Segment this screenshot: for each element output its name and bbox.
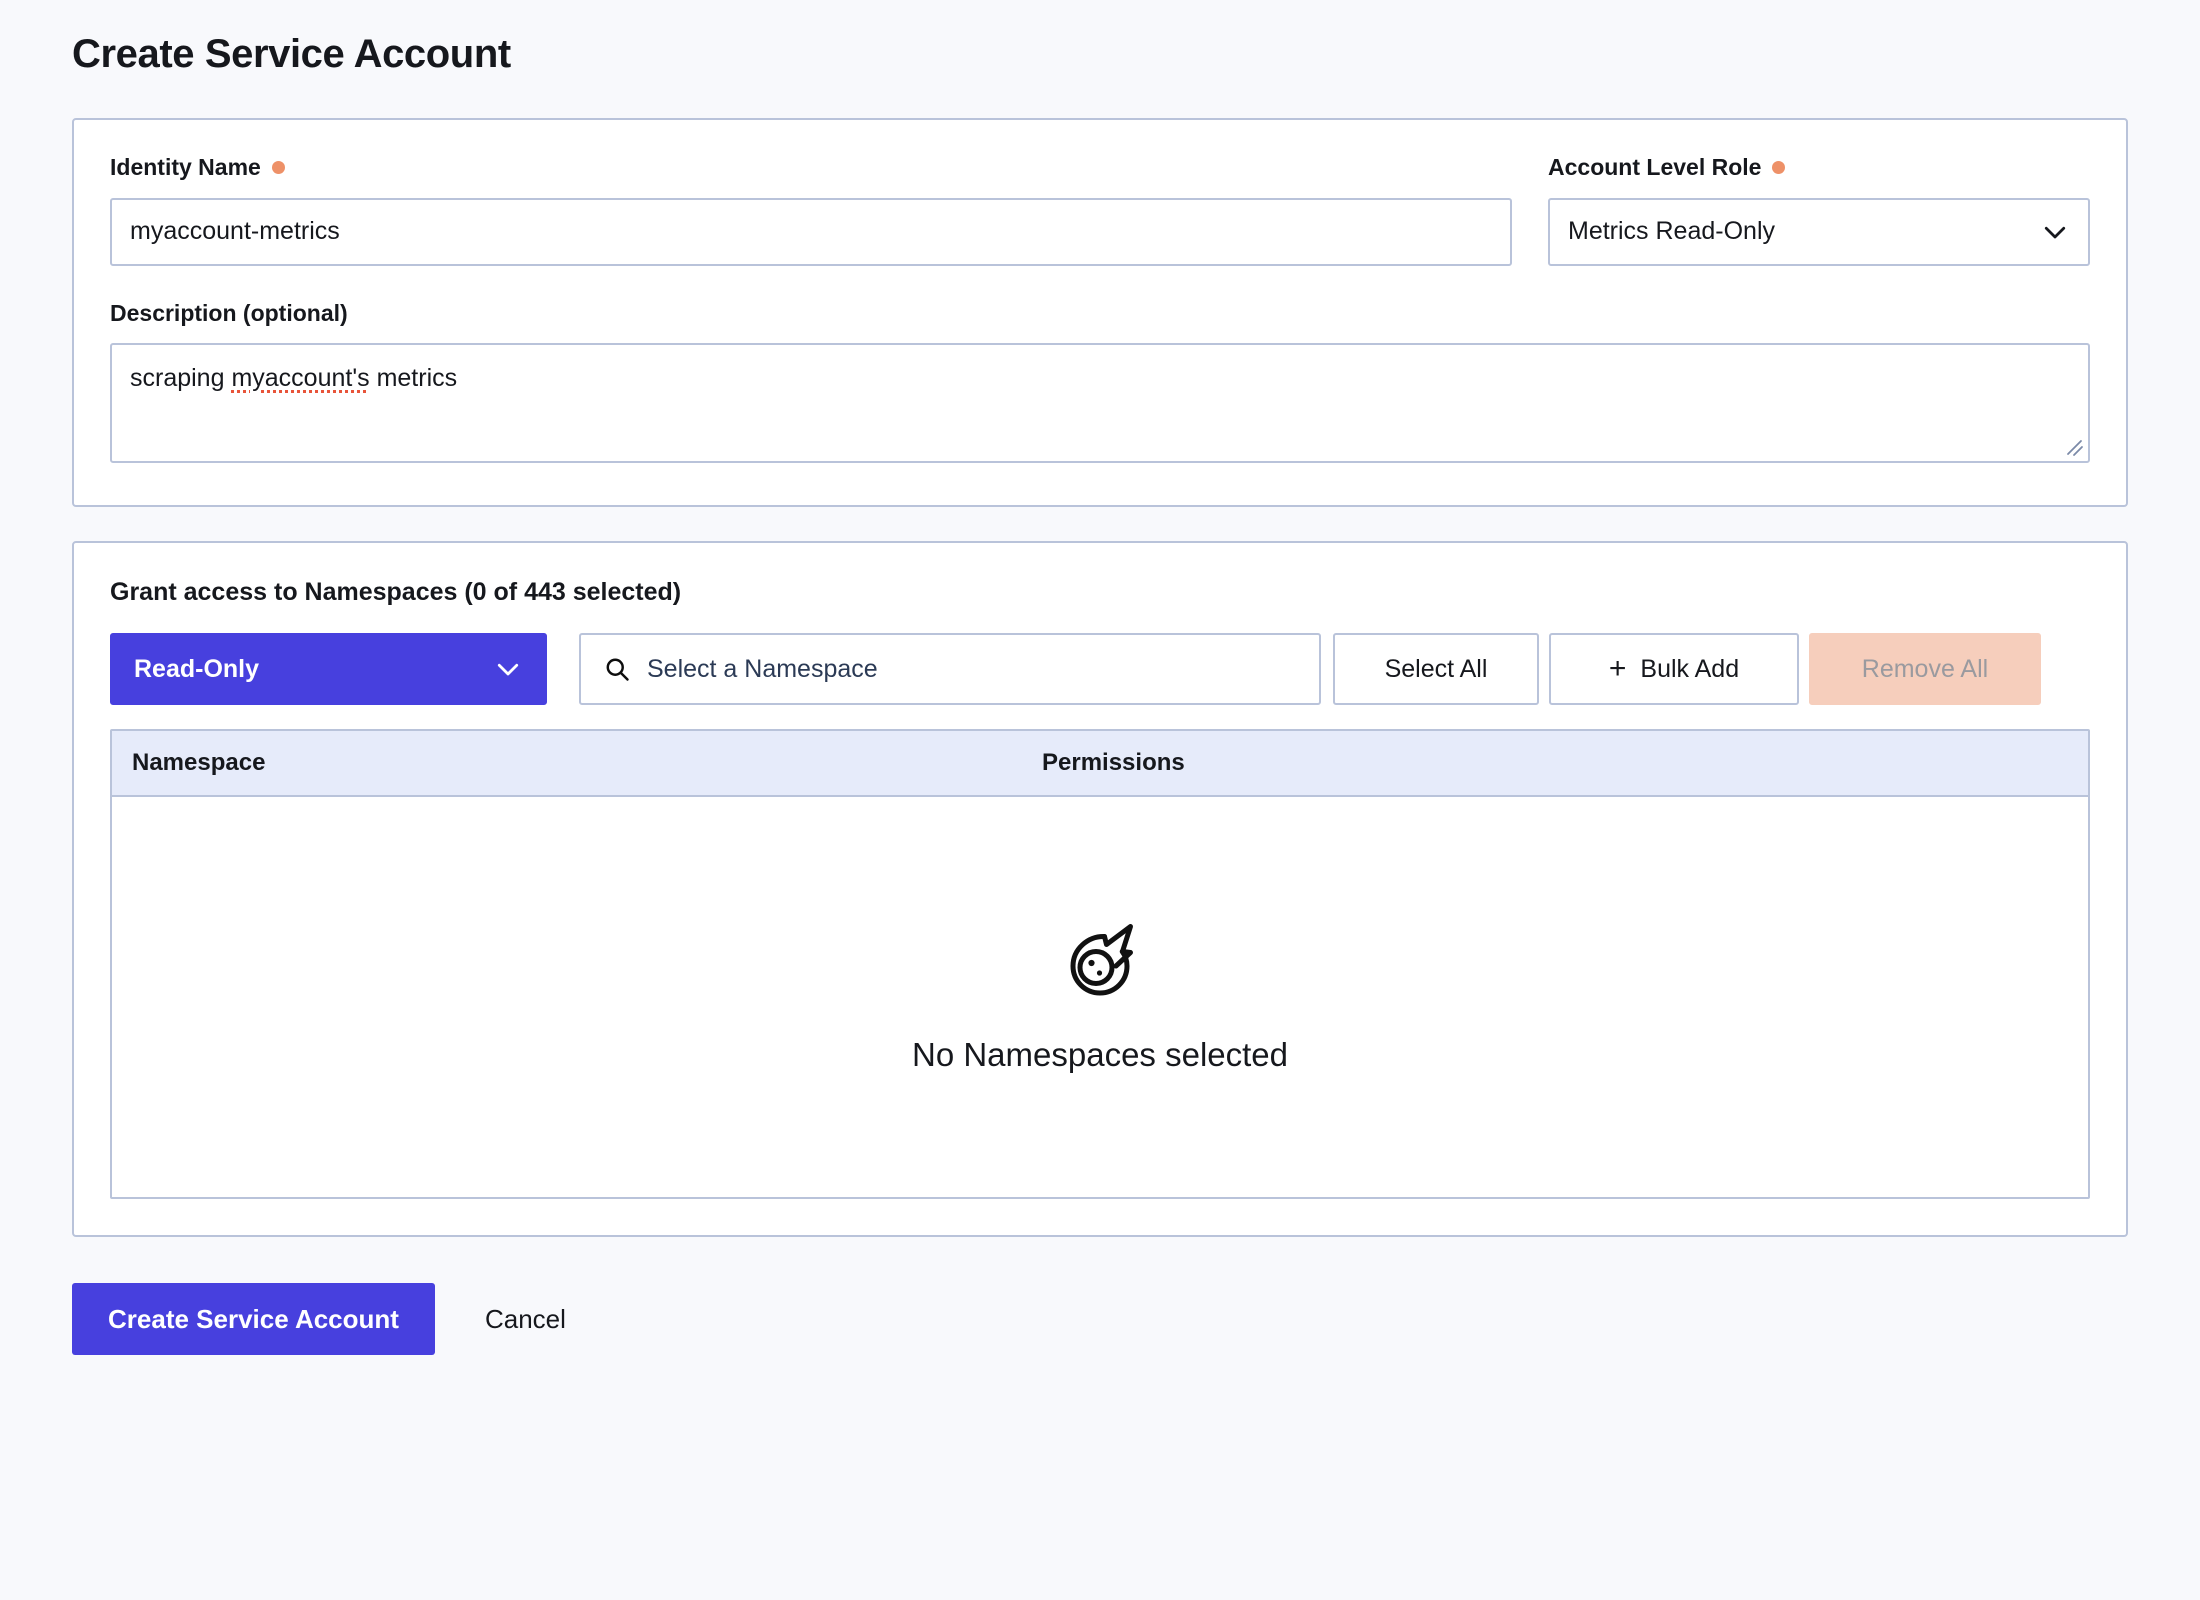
search-icon	[606, 658, 629, 681]
empty-state-text: No Namespaces selected	[911, 1036, 1289, 1074]
account-level-role-select-wrap: Metrics Read-Only	[1548, 197, 2090, 266]
identity-name-label-text: Identity Name	[110, 154, 261, 180]
required-dot-icon	[271, 161, 285, 175]
identity-top-row: Identity Name Account Level Role Metrics…	[110, 154, 2090, 266]
description-text-post: metrics	[369, 364, 458, 393]
permission-level-dropdown[interactable]: Read-Only	[110, 633, 547, 706]
identity-name-label: Identity Name	[110, 154, 1512, 182]
create-service-account-page: Create Service Account Identity Name Acc…	[72, 32, 2128, 1415]
account-level-role-selected-value: Metrics Read-Only	[1568, 217, 1775, 246]
remove-all-button[interactable]: Remove All	[1809, 633, 2041, 706]
cancel-button[interactable]: Cancel	[457, 1306, 594, 1332]
identity-name-field-group: Identity Name	[110, 154, 1512, 266]
description-label-text: Description (optional)	[110, 299, 348, 326]
create-service-account-button[interactable]: Create Service Account	[72, 1283, 435, 1356]
description-textarea[interactable]: scraping myaccount's metrics	[110, 343, 2090, 464]
identity-name-input[interactable]	[110, 197, 1512, 266]
bulk-add-label: Bulk Add	[1640, 654, 1740, 683]
namespaces-table: Namespace Permissions No Namespaces sele…	[110, 729, 2090, 1200]
description-field-group: Description (optional) scraping myaccoun…	[110, 300, 2090, 464]
namespaces-empty-state: No Namespaces selected	[112, 797, 2088, 1197]
chevron-down-icon	[2044, 226, 2066, 238]
remove-all-label: Remove All	[1861, 654, 1989, 683]
namespace-search-box[interactable]: Select a Namespace	[579, 633, 1321, 706]
account-level-role-label: Account Level Role	[1548, 154, 2090, 182]
comet-icon	[1070, 924, 1133, 996]
namespace-search-placeholder: Select a Namespace	[647, 654, 878, 683]
permission-level-selected-value: Read-Only	[134, 654, 260, 683]
account-level-role-label-text: Account Level Role	[1548, 154, 1762, 180]
namespaces-card: Grant access to Namespaces (0 of 443 sel…	[72, 541, 2128, 1238]
description-text-misspelled: myaccount's	[231, 364, 370, 393]
select-all-label: Select All	[1384, 654, 1488, 683]
account-level-role-select[interactable]: Metrics Read-Only	[1548, 197, 2090, 266]
select-all-button[interactable]: Select All	[1333, 633, 1539, 706]
namespaces-section-title: Grant access to Namespaces (0 of 443 sel…	[110, 578, 682, 607]
namespaces-table-header-row: Namespace Permissions	[112, 731, 2088, 798]
plus-icon: +	[1608, 652, 1627, 686]
namespaces-toolbar: Read-Only Select a Namespace Select All …	[110, 633, 2090, 706]
column-header-permissions: Permissions	[1042, 749, 1185, 777]
column-header-namespace: Namespace	[132, 749, 266, 777]
description-text-pre: scraping	[130, 364, 232, 393]
chevron-down-icon	[497, 664, 519, 676]
description-label: Description (optional)	[110, 300, 2090, 328]
form-actions: Create Service Account Cancel	[72, 1283, 2128, 1415]
account-level-role-field-group: Account Level Role Metrics Read-Only	[1548, 154, 2090, 266]
identity-card: Identity Name Account Level Role Metrics…	[72, 118, 2128, 508]
required-dot-icon	[1772, 161, 1786, 175]
description-textarea-wrap: scraping myaccount's metrics	[110, 343, 2090, 464]
page-title: Create Service Account	[72, 32, 511, 76]
bulk-add-button[interactable]: + Bulk Add	[1549, 633, 1799, 706]
